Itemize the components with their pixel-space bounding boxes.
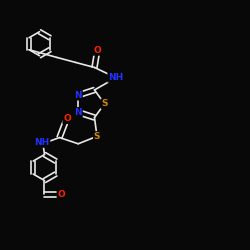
- Text: NH: NH: [108, 73, 123, 82]
- Text: N: N: [74, 91, 82, 100]
- Text: NH: NH: [34, 138, 50, 147]
- Text: S: S: [101, 99, 108, 108]
- Text: S: S: [94, 132, 100, 141]
- Text: O: O: [93, 46, 101, 55]
- Text: O: O: [63, 114, 71, 123]
- Text: N: N: [74, 108, 82, 117]
- Text: O: O: [57, 190, 65, 199]
